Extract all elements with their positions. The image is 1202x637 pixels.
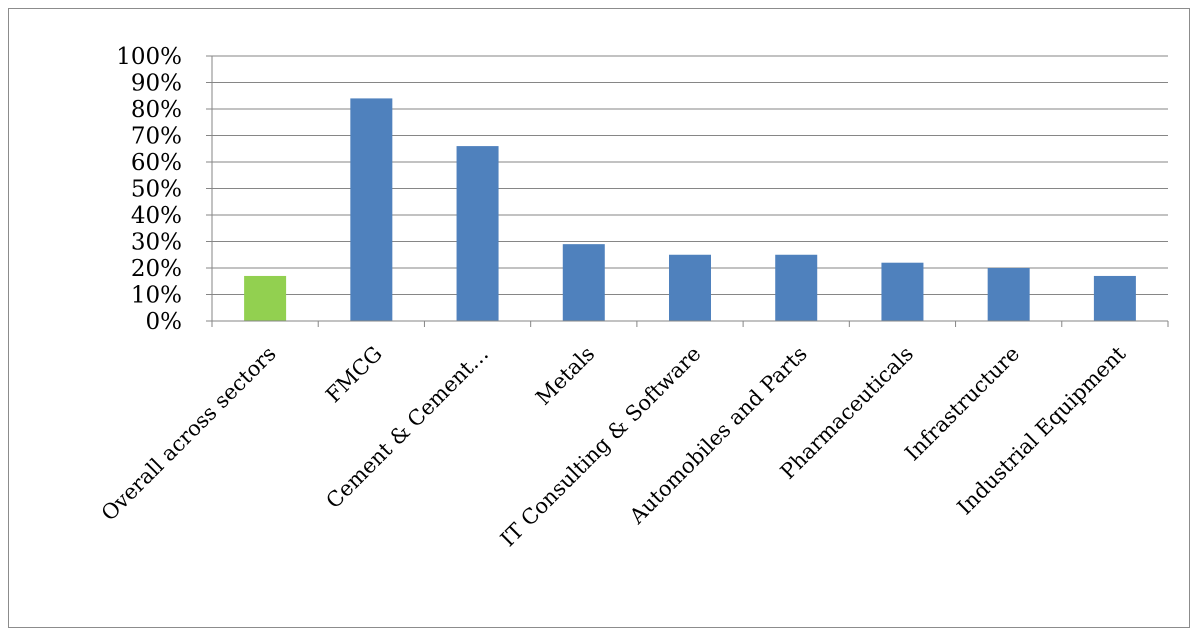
bar bbox=[244, 275, 287, 321]
x-category-label: Industrial Equipment bbox=[953, 341, 1131, 519]
y-tick-label: 30% bbox=[131, 230, 182, 256]
bar bbox=[562, 244, 605, 321]
y-tick-label: 100% bbox=[116, 44, 182, 70]
bar bbox=[669, 254, 711, 321]
y-tick-label: 0% bbox=[146, 309, 183, 335]
bar bbox=[456, 146, 499, 321]
y-tick-label: 80% bbox=[131, 97, 182, 123]
x-category-label: IT Consulting & Software bbox=[496, 342, 706, 552]
y-tick-label: 50% bbox=[131, 177, 182, 203]
x-category-label: Overall across sectors bbox=[97, 342, 281, 526]
x-category-label: Infrastructure bbox=[900, 342, 1024, 466]
x-category-label: Metals bbox=[531, 342, 599, 410]
y-tick-label: 90% bbox=[131, 71, 182, 97]
y-tick-label: 70% bbox=[131, 124, 182, 150]
bar bbox=[881, 262, 924, 321]
bars bbox=[244, 98, 1136, 322]
bar bbox=[775, 254, 818, 321]
x-axis bbox=[211, 56, 1169, 327]
bar bbox=[350, 98, 393, 322]
y-tick-label: 20% bbox=[131, 256, 182, 282]
y-tick-label: 10% bbox=[131, 283, 182, 309]
y-tick-label: 60% bbox=[131, 150, 182, 176]
y-tick-label: 40% bbox=[131, 203, 182, 229]
x-category-label: FMCG bbox=[321, 342, 387, 408]
bar bbox=[1093, 275, 1136, 321]
x-category-label: Automobiles and Parts bbox=[624, 342, 812, 530]
y-axis-tick-labels: 0%10%20%30%40%50%60%70%80%90%100% bbox=[116, 44, 182, 335]
bar bbox=[987, 268, 1030, 321]
